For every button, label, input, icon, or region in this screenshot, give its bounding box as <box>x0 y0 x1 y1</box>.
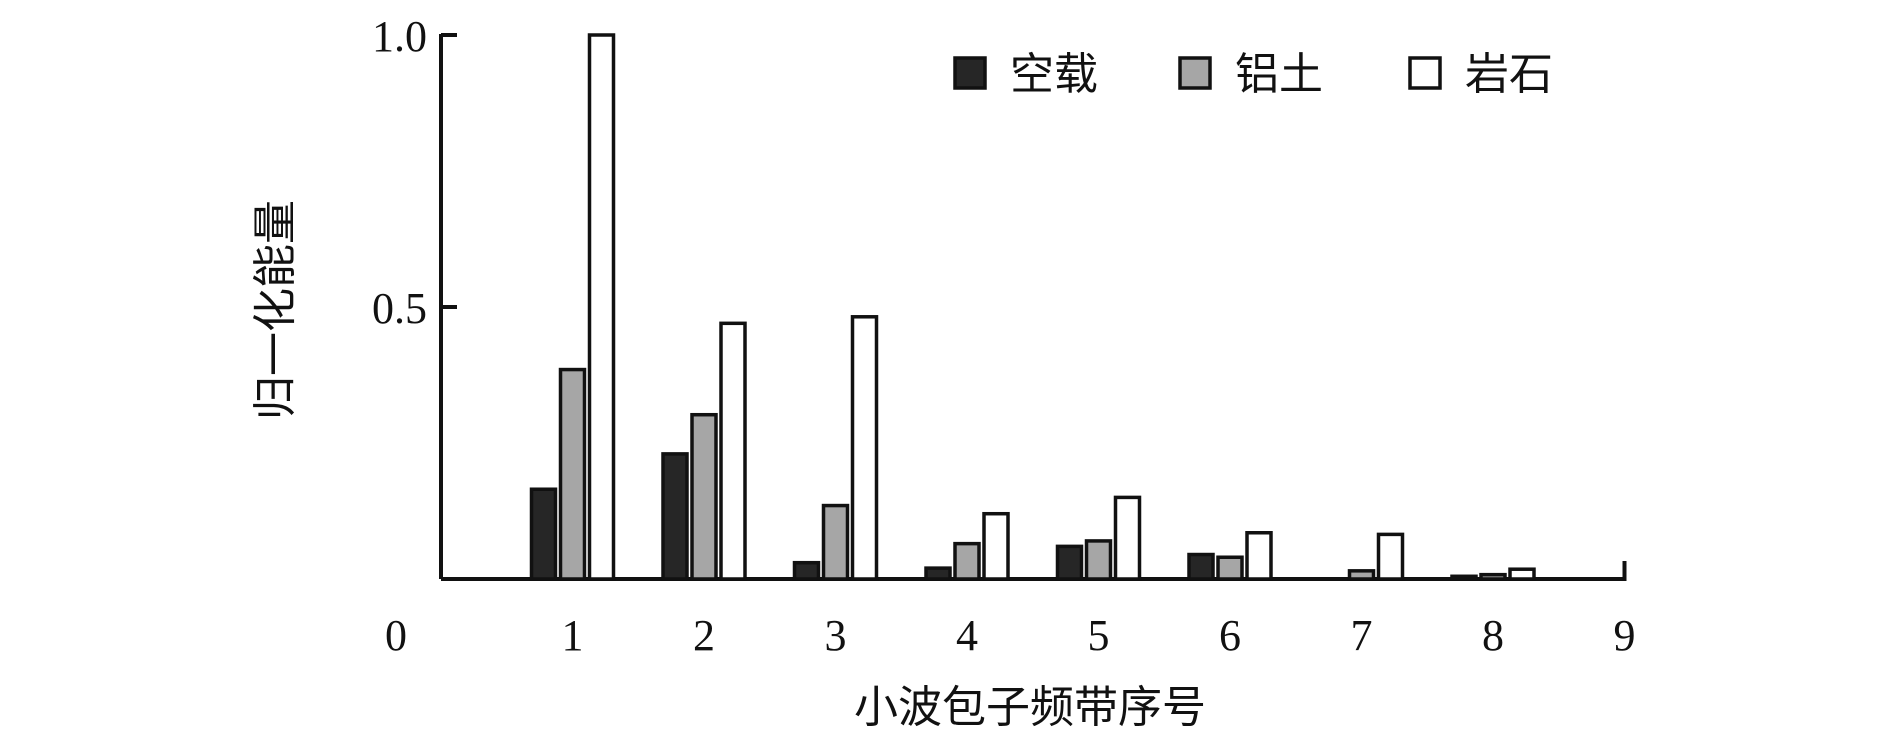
legend-swatch <box>953 56 987 90</box>
bar-岩石-2 <box>719 321 747 581</box>
bar-铝土-8 <box>1479 572 1507 581</box>
bar-岩石-5 <box>1113 495 1142 581</box>
x-tick-label: 9 <box>1614 611 1636 660</box>
y-tick-label: 0.5 <box>372 284 427 333</box>
x-tick-label: 2 <box>693 611 715 660</box>
axes <box>439 33 1627 581</box>
bar-空载-5 <box>1055 544 1084 581</box>
x-tick-label: 8 <box>1482 611 1504 660</box>
legend-swatch <box>1178 56 1212 90</box>
x-tick-label: 3 <box>825 611 847 660</box>
legend-item-空载: 空载 <box>953 49 1098 100</box>
x-tick-label: 6 <box>1219 611 1241 660</box>
bar-铝土-4 <box>953 541 981 581</box>
bar-铝土-3 <box>821 503 850 581</box>
y-axis-title: 归一化能量 <box>250 200 301 420</box>
x-tick-label: 0 <box>385 611 407 660</box>
y-tick-label: 1.0 <box>372 12 427 61</box>
legend-item-岩石: 岩石 <box>1408 49 1553 100</box>
legend-label: 岩石 <box>1465 49 1553 100</box>
x-tick-label: 5 <box>1088 611 1110 660</box>
x-axis-title: 小波包子频带序号 <box>854 682 1206 733</box>
bar-空载-8 <box>1450 574 1478 581</box>
legend-label: 空载 <box>1010 49 1098 100</box>
bar-空载-1 <box>529 487 558 581</box>
bar-空载-4 <box>924 566 952 581</box>
bar-铝土-5 <box>1084 539 1113 581</box>
bar-铝土-1 <box>558 367 587 581</box>
x-tick-label: 7 <box>1351 611 1373 660</box>
x-tick-label: 1 <box>562 611 584 660</box>
legend-item-铝土: 铝土 <box>1178 49 1323 100</box>
bar-空载-3 <box>792 560 821 581</box>
bar-空载-2 <box>661 452 689 581</box>
legend-swatch <box>1408 56 1442 90</box>
bar-岩石-8 <box>1508 567 1536 581</box>
bar-岩石-6 <box>1245 531 1273 581</box>
bar-铝土-7 <box>1347 569 1376 581</box>
x-tick-label: 4 <box>956 611 978 660</box>
bar-岩石-4 <box>982 511 1010 581</box>
bar-铝土-2 <box>690 412 718 581</box>
bar-岩石-7 <box>1376 532 1405 581</box>
bar-铝土-6 <box>1216 555 1244 581</box>
bar-岩石-1 <box>587 33 616 581</box>
bars <box>529 33 1536 581</box>
bar-空载-6 <box>1187 552 1215 581</box>
legend: 空载 铝土 岩石 <box>953 49 1553 100</box>
legend-label: 铝土 <box>1235 49 1323 100</box>
bar-岩石-3 <box>850 315 879 581</box>
tick-labels: 0 1 2 3 4 5 6 7 8 9 1.0 0.5 <box>372 12 1636 660</box>
